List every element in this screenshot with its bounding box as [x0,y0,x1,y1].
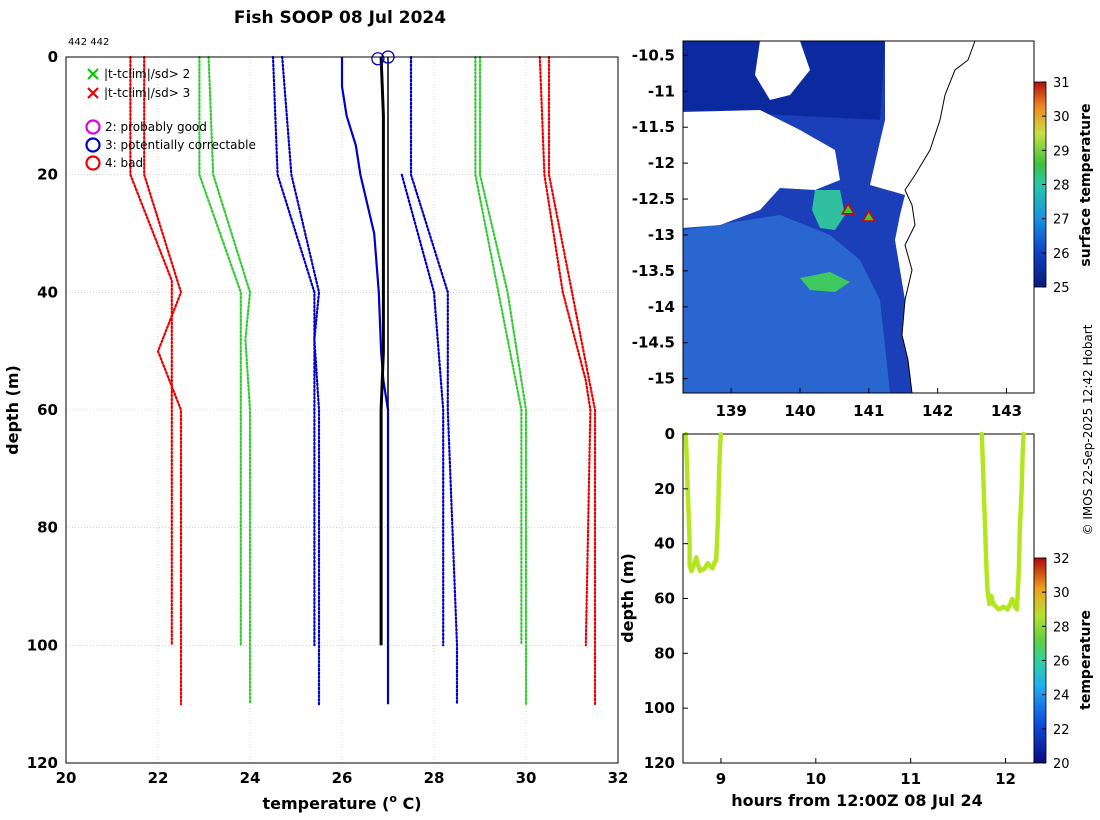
legend-cross-icon [87,87,99,99]
profile-series [129,55,597,706]
profile-y-tick-label: 40 [37,283,58,301]
legend-circle-icon [85,119,101,135]
profile-x-axis-label-tail: C) [397,794,422,813]
legend-circle-icon [85,137,101,153]
profile-x-tick-label: 30 [516,769,537,787]
legend-circle-icon [85,155,101,171]
profile-y-axis-label: depth (m) [3,365,22,455]
profile-markers [371,50,395,66]
profile-y-tick-label: 60 [37,401,58,419]
profile-x-tick-label: 28 [424,769,445,787]
legend-circle-label: 2: probably good [105,120,207,134]
profile-x-tick-label: 22 [148,769,169,787]
profile-qc-marker [371,52,385,66]
profile-series-line [143,55,183,706]
profile-series-line [129,55,173,647]
legend-cross-label: |t-tclim|/sd> 3 [104,86,190,100]
page-title: Fish SOOP 08 Jul 2024 [233,8,447,28]
profile-x-tick-label: 20 [56,769,77,787]
profile-series-line [379,56,385,646]
profile-annotation: 442 442 [68,37,109,48]
profile-legend: |t-tclim|/sd> 2 |t-tclim|/sd> 3 2: probabl… [85,67,256,171]
profile-y-tick-label: 80 [37,519,58,537]
profile-series-line [538,55,592,647]
legend-circle-label: 3: potentially correctable [105,138,256,152]
profile-frame [65,56,619,764]
profile-x-axis-label-main: temperature ( [262,794,389,813]
profile-series-line [474,55,523,647]
profile-series-line [478,55,528,706]
legend-cross-icon [87,68,99,80]
legend-cross-label: |t-tclim|/sd> 2 [104,67,190,81]
profile-y-tick-label: 100 [27,636,58,654]
profile-series-line [409,55,459,706]
profile-series-line [198,55,242,647]
profile-series-line [340,57,390,705]
profile-x-axis-label: temperature (o C) [262,792,421,813]
profile-x-tick-label: 24 [240,769,261,787]
profile-x-tick-label: 32 [608,769,629,787]
profile-series-line [271,55,316,647]
profile-y-tick-label: 20 [37,166,58,184]
profile-series-line [281,55,321,706]
profile-series-line [207,55,252,706]
credit-text: © IMOS 22-Sep-2025 12:42 Hobart [1081,324,1095,536]
profile-ticks: 20 22 24 26 28 30 32 0 20 40 60 80 100 120 [27,48,629,787]
legend-circle-label: 4: bad [105,156,143,170]
profile-series-line [547,55,597,706]
profile-x-tick-label: 26 [332,769,353,787]
profile-y-tick-label: 120 [27,754,58,772]
profile-x-axis-label-sup: o [389,792,397,805]
profile-grid [65,56,619,764]
profile-y-tick-label: 0 [48,48,58,66]
profile-series-line [400,173,445,647]
